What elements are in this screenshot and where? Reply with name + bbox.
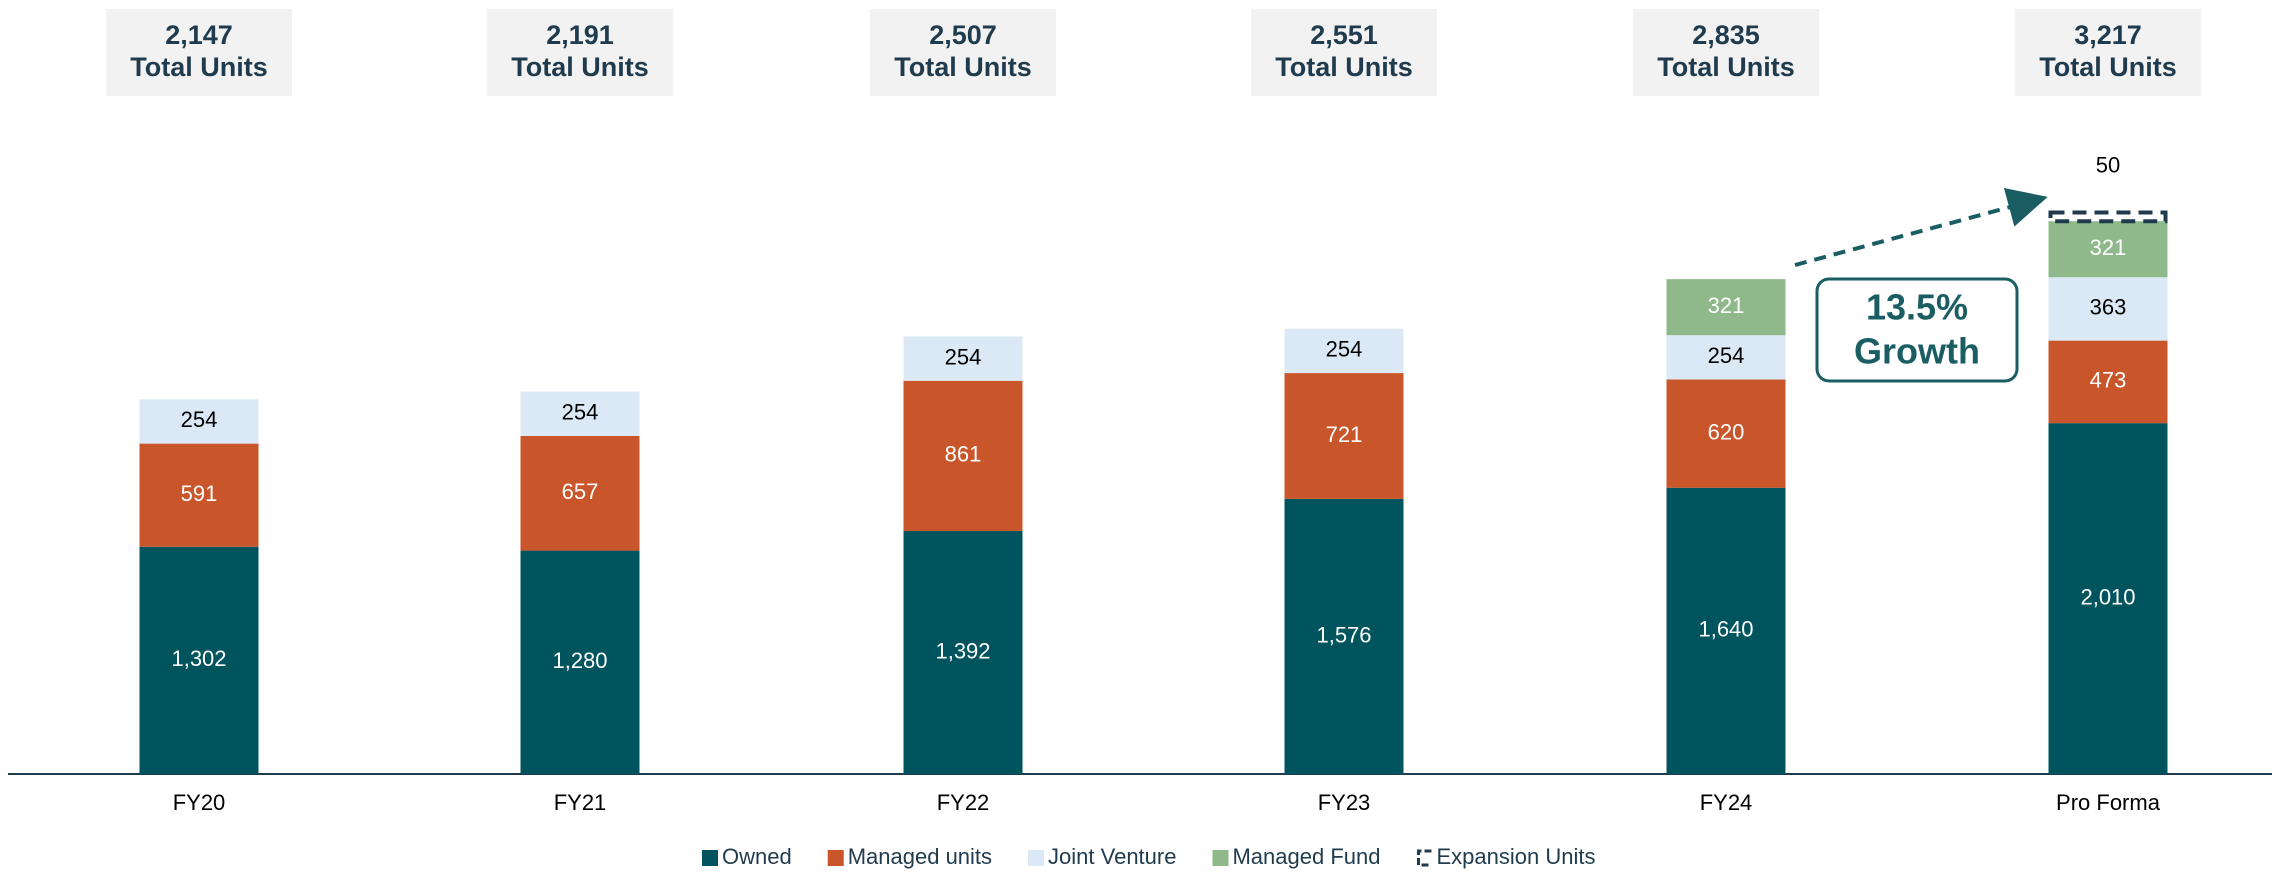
value-label: 591 xyxy=(181,481,218,506)
x-tick-label: FY23 xyxy=(1318,790,1371,815)
total-box xyxy=(870,9,1056,96)
x-tick-label: FY24 xyxy=(1700,790,1753,815)
total-caption: Total Units xyxy=(1657,52,1795,82)
total-box xyxy=(1633,9,1819,96)
total-caption: Total Units xyxy=(1275,52,1413,82)
value-label: 254 xyxy=(562,400,599,425)
total-value: 2,835 xyxy=(1692,20,1760,50)
value-label: 1,280 xyxy=(552,648,607,673)
legend-label: Joint Venture xyxy=(1048,844,1176,869)
value-label: 254 xyxy=(1708,343,1745,368)
x-tick-label: FY21 xyxy=(554,790,607,815)
value-label: 1,302 xyxy=(171,646,226,671)
total-value: 2,507 xyxy=(929,20,997,50)
bar-segment xyxy=(903,531,1023,774)
total-box xyxy=(2015,9,2201,96)
legend-swatch xyxy=(1028,850,1045,866)
value-label: 254 xyxy=(945,344,982,369)
total-box xyxy=(487,9,673,96)
bar-segment xyxy=(1284,373,1404,499)
bar-segment xyxy=(1284,498,1404,774)
legend-swatch xyxy=(702,850,718,866)
value-label: 363 xyxy=(2090,295,2127,320)
value-label: 321 xyxy=(2090,235,2127,260)
legend-swatch xyxy=(1416,849,1432,867)
total-value: 3,217 xyxy=(2074,20,2142,50)
bar-segment xyxy=(520,435,640,551)
bar-segment xyxy=(903,380,1023,532)
total-caption: Total Units xyxy=(130,52,268,82)
bar-segment xyxy=(139,399,259,444)
bar-segment xyxy=(139,443,259,547)
value-label: 1,576 xyxy=(1316,622,1371,647)
value-label: 321 xyxy=(1708,293,1745,318)
growth-annotation: 13.5% xyxy=(1866,287,1968,328)
total-box xyxy=(106,9,292,96)
total-value: 2,147 xyxy=(165,20,233,50)
value-label: 1,640 xyxy=(1698,617,1753,642)
value-label: 657 xyxy=(562,479,599,504)
total-caption: Total Units xyxy=(2039,52,2177,82)
value-label: 254 xyxy=(181,407,218,432)
legend-label: Managed units xyxy=(848,844,992,869)
x-tick-label: Pro Forma xyxy=(2056,790,2161,815)
bar-segment xyxy=(2048,210,2168,224)
bar-segment xyxy=(1284,328,1404,374)
x-tick-label: FY20 xyxy=(173,790,226,815)
bar-segment xyxy=(2048,423,2168,774)
bar-segment xyxy=(520,550,640,774)
legend-label: Managed Fund xyxy=(1232,844,1380,869)
x-tick-label: FY22 xyxy=(937,790,990,815)
value-label: 721 xyxy=(1326,422,1363,447)
total-box xyxy=(1251,9,1437,96)
value-label: 1,392 xyxy=(935,638,990,663)
total-caption: Total Units xyxy=(511,52,649,82)
bar-segment xyxy=(1666,379,1786,488)
legend-label: Owned xyxy=(722,844,792,869)
total-caption: Total Units xyxy=(894,52,1032,82)
bar-segment xyxy=(1666,279,1786,336)
legend-swatch xyxy=(1212,850,1229,866)
growth-annotation: Growth xyxy=(1854,331,1980,372)
bar-segment xyxy=(139,546,259,774)
legend-label: Expansion Units xyxy=(1436,844,1595,869)
value-label: 861 xyxy=(945,442,982,467)
value-label: 473 xyxy=(2090,368,2127,393)
growth-arrow xyxy=(1794,188,2048,267)
value-label: 254 xyxy=(1326,337,1363,362)
growth-box xyxy=(1815,277,2019,383)
bar-segment xyxy=(520,391,640,436)
value-label: 50 xyxy=(2096,152,2120,177)
bar-segment xyxy=(1666,335,1786,380)
legend-swatch xyxy=(827,850,844,866)
bar-segment xyxy=(2048,277,2168,341)
value-label: 620 xyxy=(1708,419,1745,444)
value-label: 2,010 xyxy=(2080,584,2135,609)
bar-segment xyxy=(903,336,1023,381)
bar-segment xyxy=(2048,340,2168,424)
total-value: 2,191 xyxy=(546,20,614,50)
total-value: 2,551 xyxy=(1310,20,1378,50)
bar-segment xyxy=(2048,221,2168,278)
bar-segment xyxy=(1666,487,1786,774)
